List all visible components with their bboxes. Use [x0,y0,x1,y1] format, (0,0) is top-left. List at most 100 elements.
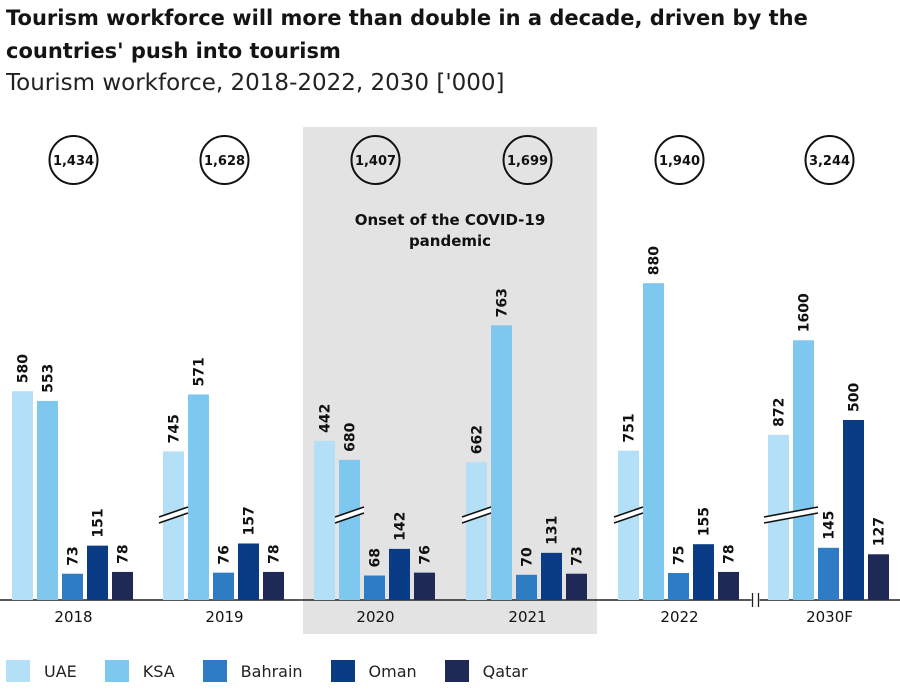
bar-oman [843,420,864,600]
bar-bahrain [364,575,385,600]
bar-bahrain [62,573,83,600]
value-label: 1600 [797,293,813,332]
total-label: 3,244 [809,154,850,169]
bar-qatar [718,571,739,600]
value-label: 553 [41,364,57,393]
bar-qatar [263,571,284,600]
legend-label: Bahrain [240,661,303,681]
value-label: 662 [470,425,486,454]
total-label: 1,940 [659,154,700,169]
covid-annotation-line1: Onset of the COVID-19 [355,211,546,229]
bar-qatar [566,573,587,600]
legend-label: KSA [142,661,175,681]
bar-uae [12,391,33,600]
year-label: 2022 [660,608,698,626]
value-label: 76 [418,545,434,564]
bar-bahrain [516,574,537,600]
axis-break-line [334,506,365,518]
legend-item-uae: UAE [6,660,77,682]
bar-uae [314,440,335,600]
value-label: 151 [91,508,107,537]
axis-break-line [763,512,819,524]
total-label: 1,699 [507,154,548,169]
legend-item-ksa: KSA [104,660,175,682]
value-label: 73 [66,546,82,565]
bar-ksa [188,394,209,600]
value-label: 442 [318,404,334,433]
axis-break-line [158,506,189,518]
bar-oman [87,545,108,600]
year-label: 2021 [508,608,546,626]
bar-ksa [491,325,512,600]
legend-item-qatar: Qatar [444,660,528,682]
bar-uae [163,451,184,600]
bar-chart: Onset of the COVID-19 pandemic 1,434 2018 58… [0,127,900,634]
axis-break-gap [462,507,491,523]
total-circle [350,135,401,185]
chart-subtitle: Tourism workforce, 2018-2022, 2030 ['000… [6,70,505,96]
value-label: 68 [368,548,384,567]
axis-break-gap [764,507,818,523]
value-label: 155 [697,507,713,536]
bar-qatar [414,572,435,600]
value-label: 751 [622,413,638,442]
total-circle [48,135,99,185]
chart-legend: UAE KSA Bahrain Oman Qatar [6,658,556,684]
bar-oman [541,552,562,600]
total-circle [654,135,705,185]
total-label: 1,434 [53,154,94,169]
axis-break-line [334,512,365,524]
value-label: 680 [343,422,359,451]
bar-ksa [339,459,360,600]
value-label: 145 [822,511,838,540]
x-axis-break-gap [751,593,760,607]
bar-ksa [37,400,58,600]
value-label: 157 [242,506,258,535]
axis-break-gap [335,507,364,523]
axis-break-gap [159,507,188,523]
legend-item-bahrain: Bahrain [202,660,303,682]
value-label: 580 [16,354,32,383]
axis-break-line [763,506,819,518]
value-label: 500 [847,383,863,412]
bar-ksa [643,283,664,600]
value-label: 73 [570,546,586,565]
bar-uae [466,462,487,600]
total-circle [804,135,855,185]
value-label: 131 [545,516,561,545]
value-label: 78 [267,544,283,563]
bar-ksa [793,340,814,600]
covid-annotation-line2: pandemic [409,232,491,250]
legend-swatch [6,660,30,682]
value-label: 872 [772,398,788,427]
total-circle [199,135,250,185]
value-label: 763 [495,288,511,317]
axis-break-line [613,512,644,524]
legend-swatch [330,660,355,682]
bar-oman [238,543,259,600]
axis-break-line [461,512,492,524]
legend-swatch [104,660,129,682]
value-label: 78 [722,544,738,563]
chart-title: Tourism workforce will more than double … [6,6,808,63]
bar-oman [693,544,714,600]
legend-swatch [202,660,227,682]
value-label: 75 [672,546,688,565]
legend-label: UAE [44,661,77,681]
bar-bahrain [213,572,234,600]
bar-oman [389,548,410,600]
value-label: 880 [647,246,663,275]
axis-break-line [613,506,644,518]
bar-bahrain [818,547,839,600]
total-label: 1,407 [355,154,396,169]
year-label: 2030F [806,608,853,626]
value-label: 78 [116,544,132,563]
value-label: 571 [192,357,208,386]
year-label: 2019 [205,608,243,626]
year-label: 2018 [54,608,92,626]
total-circle [502,135,553,185]
axis-break-line [158,512,189,524]
axis-break-gap [614,507,643,523]
value-label: 70 [520,547,536,567]
legend-item-oman: Oman [330,660,417,682]
